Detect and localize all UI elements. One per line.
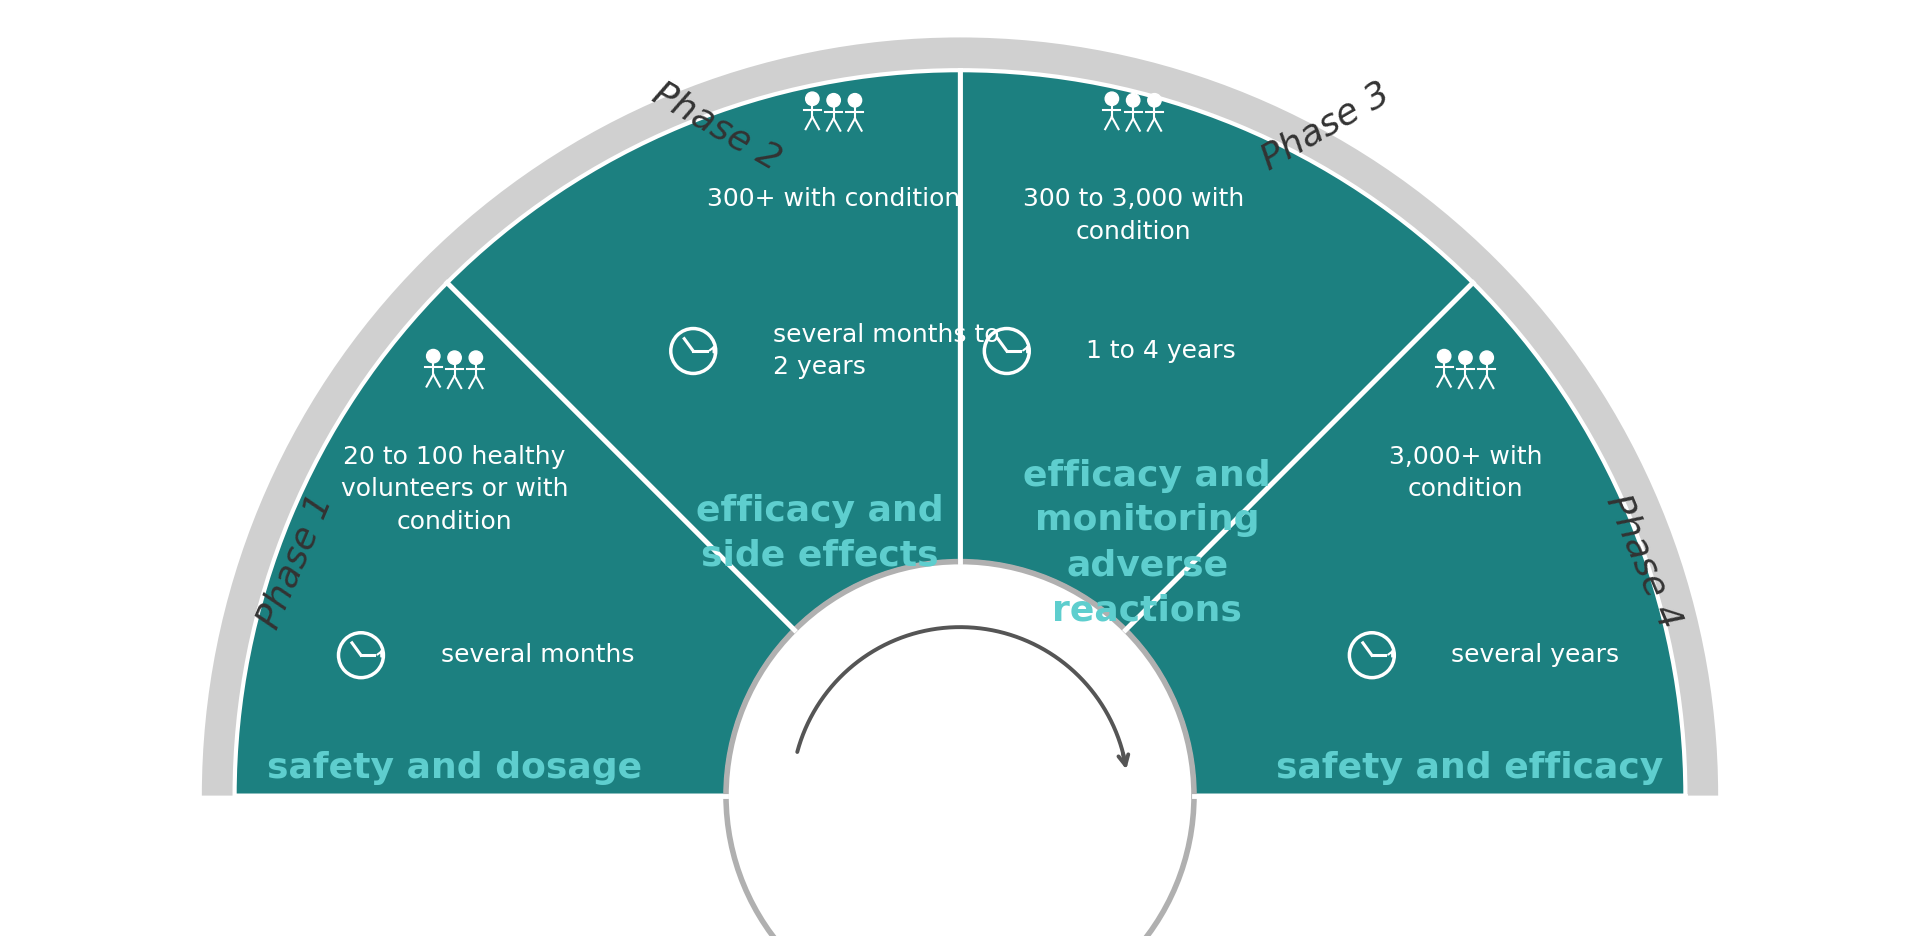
Text: 300 to 3,000 with
condition: 300 to 3,000 with condition [1023,187,1244,243]
Text: Phase 3: Phase 3 [1256,76,1396,177]
Bar [234,796,1686,936]
Text: safety and efficacy: safety and efficacy [1277,751,1665,784]
Text: Phase 1: Phase 1 [252,490,340,634]
Circle shape [1459,351,1473,364]
Circle shape [426,349,440,363]
Circle shape [1127,94,1140,107]
Text: 1 to 4 years: 1 to 4 years [1087,339,1236,363]
Circle shape [1148,94,1162,107]
Wedge shape [202,37,1718,796]
Wedge shape [234,283,795,796]
Text: 300+ with condition: 300+ with condition [707,187,960,212]
Circle shape [468,351,482,364]
Text: 3,000+ with
condition: 3,000+ with condition [1388,445,1542,501]
Text: efficacy and
monitoring
adverse
reactions: efficacy and monitoring adverse reaction… [1023,459,1271,627]
Circle shape [806,92,820,106]
Text: several months: several months [440,643,634,667]
Text: several years: several years [1452,643,1620,667]
Circle shape [1480,351,1494,364]
Text: safety and dosage: safety and dosage [267,751,641,784]
Text: efficacy and
side effects: efficacy and side effects [695,494,943,573]
Text: 20 to 100 healthy
volunteers or with
condition: 20 to 100 healthy volunteers or with con… [342,445,568,534]
Wedge shape [960,70,1473,630]
Text: several months to
2 years: several months to 2 years [772,323,998,379]
Text: Phase 2: Phase 2 [647,76,787,177]
Wedge shape [447,70,960,630]
Circle shape [1106,92,1119,106]
Circle shape [1438,349,1452,363]
Wedge shape [1125,283,1686,796]
Circle shape [849,94,862,107]
Circle shape [447,351,461,364]
Text: Phase 4: Phase 4 [1599,490,1688,634]
Wedge shape [726,562,1194,796]
Circle shape [828,94,841,107]
